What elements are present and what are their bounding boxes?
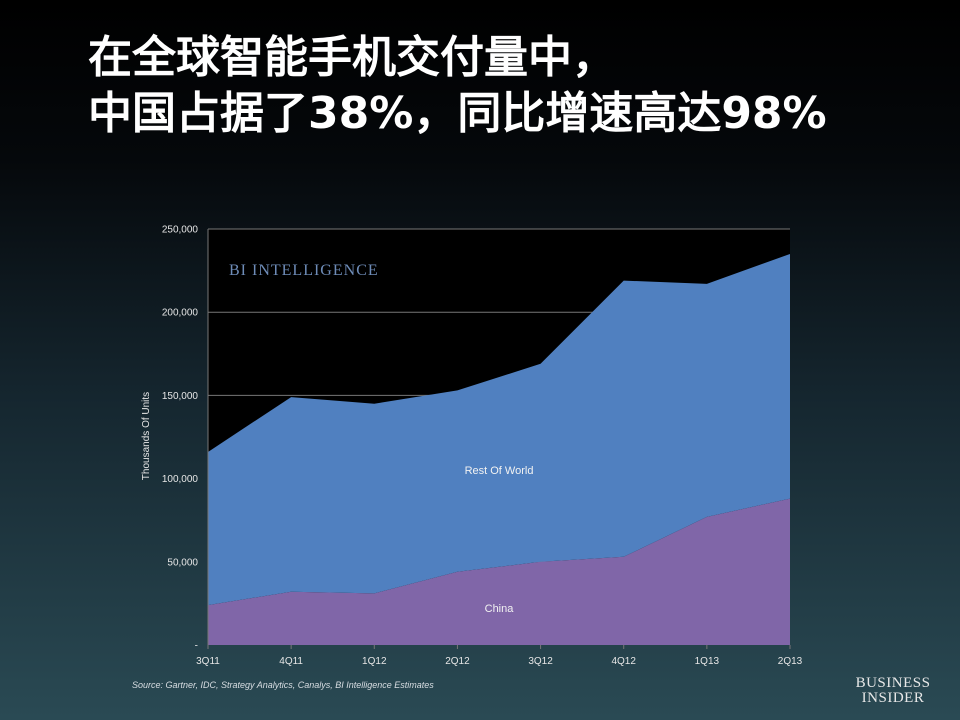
x-tick-label: 3Q11 bbox=[196, 656, 220, 667]
brand-line-2: INSIDER bbox=[861, 690, 925, 706]
series-label-china: China bbox=[485, 603, 515, 615]
x-tick-label: 1Q12 bbox=[362, 656, 387, 667]
brand-line-1: BUSINESS bbox=[855, 675, 931, 691]
y-tick-label: 50,000 bbox=[167, 557, 198, 568]
area-china bbox=[208, 498, 790, 645]
series-label-rest-of-world: Rest Of World bbox=[465, 465, 534, 477]
x-tick-label: 3Q12 bbox=[528, 656, 553, 667]
x-tick-label: 2Q13 bbox=[778, 656, 803, 667]
source-note: Source: Gartner, IDC, Strategy Analytics… bbox=[132, 680, 434, 690]
title-line-1: 在全球智能手机交付量中， bbox=[88, 32, 616, 83]
x-tick-label: 1Q13 bbox=[695, 656, 720, 667]
y-tick-label: 200,000 bbox=[162, 308, 199, 319]
y-tick-label: 250,000 bbox=[162, 225, 199, 236]
y-tick-label: 100,000 bbox=[162, 474, 199, 485]
y-tick-label: - bbox=[195, 641, 198, 652]
title-line-2: 中国占据了38%，同比增速高达98% bbox=[88, 88, 827, 139]
business-insider-logo: BUSINESS INSIDER bbox=[838, 676, 948, 706]
slide-title: 在全球智能手机交付量中， 中国占据了38%，同比增速高达98% bbox=[88, 30, 948, 142]
area-rest-of-world bbox=[208, 253, 790, 606]
bi-intelligence-watermark: BI INTELLIGENCE bbox=[229, 262, 379, 279]
y-axis-title: Thousands Of Units bbox=[141, 392, 152, 480]
x-tick-label: 4Q12 bbox=[611, 656, 636, 667]
y-tick-label: 150,000 bbox=[162, 391, 199, 402]
x-tick-label: 4Q11 bbox=[279, 656, 303, 667]
x-tick-label: 2Q12 bbox=[445, 656, 470, 667]
